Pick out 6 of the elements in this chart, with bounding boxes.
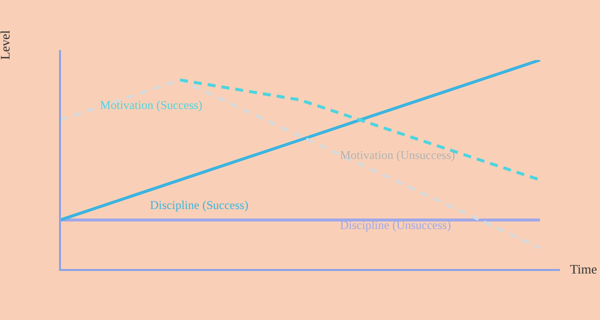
series-label: Motivation (Success) [100, 98, 202, 112]
series-label: Motivation (Unsuccess) [340, 148, 455, 162]
series-label: Discipline (Unsuccess) [340, 218, 451, 232]
y-axis-title: Level [0, 30, 12, 60]
x-axis-title: Time [570, 261, 598, 276]
series-label: Discipline (Success) [150, 198, 248, 212]
